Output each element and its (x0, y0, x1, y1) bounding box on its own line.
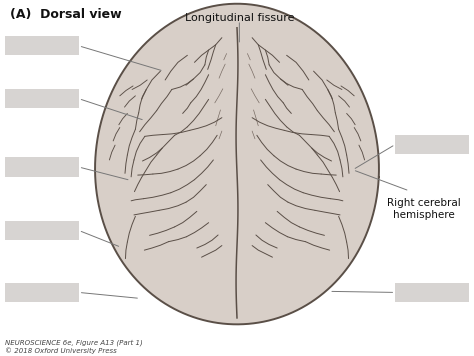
Bar (5, 36, 79, 55)
Text: © 2018 Oxford University Press: © 2018 Oxford University Press (5, 347, 117, 354)
Bar (5, 89, 79, 108)
Polygon shape (95, 4, 379, 324)
Bar (5, 283, 79, 302)
Text: NEUROSCIENCE 6e, Figure A13 (Part 1): NEUROSCIENCE 6e, Figure A13 (Part 1) (5, 340, 143, 346)
Bar (5, 221, 79, 240)
Bar (5, 157, 79, 177)
Bar (395, 135, 469, 154)
Text: Right cerebral
hemisphere: Right cerebral hemisphere (387, 198, 461, 220)
Bar (395, 283, 469, 302)
Text: (A)  Dorsal view: (A) Dorsal view (10, 9, 122, 21)
Text: Longitudinal fissure: Longitudinal fissure (184, 13, 294, 23)
